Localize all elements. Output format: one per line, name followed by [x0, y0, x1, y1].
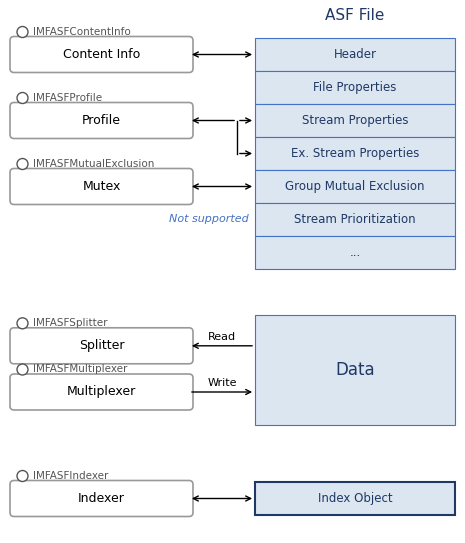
- Circle shape: [17, 364, 28, 375]
- Text: Header: Header: [333, 48, 377, 61]
- Text: ASF File: ASF File: [326, 8, 385, 22]
- Circle shape: [17, 470, 28, 482]
- FancyBboxPatch shape: [10, 374, 193, 410]
- Bar: [255, 137, 455, 170]
- Text: Multiplexer: Multiplexer: [67, 386, 136, 399]
- Text: File Properties: File Properties: [313, 81, 397, 94]
- Text: IMFASFMultiplexer: IMFASFMultiplexer: [33, 364, 127, 375]
- Text: Splitter: Splitter: [79, 339, 124, 352]
- Text: IMFASFContentInfo: IMFASFContentInfo: [33, 27, 131, 37]
- Bar: [255, 71, 455, 104]
- Text: Not supported: Not supported: [169, 214, 249, 224]
- Text: Indexer: Indexer: [78, 492, 125, 505]
- Bar: [255, 482, 455, 515]
- Text: Data: Data: [335, 361, 375, 379]
- Bar: [255, 170, 455, 203]
- FancyBboxPatch shape: [10, 103, 193, 138]
- FancyBboxPatch shape: [10, 168, 193, 205]
- Circle shape: [17, 27, 28, 37]
- Text: Ex. Stream Properties: Ex. Stream Properties: [291, 147, 419, 160]
- Bar: [255, 104, 455, 137]
- Circle shape: [17, 159, 28, 169]
- FancyBboxPatch shape: [10, 481, 193, 516]
- Text: Content Info: Content Info: [63, 48, 140, 61]
- Text: Read: Read: [208, 332, 236, 342]
- Text: Write: Write: [207, 378, 237, 388]
- Text: Mutex: Mutex: [82, 180, 121, 193]
- Text: Stream Properties: Stream Properties: [302, 114, 408, 127]
- FancyBboxPatch shape: [10, 36, 193, 73]
- Text: Profile: Profile: [82, 114, 121, 127]
- Text: Group Mutual Exclusion: Group Mutual Exclusion: [285, 180, 425, 193]
- Text: IMFASFProfile: IMFASFProfile: [33, 93, 102, 103]
- Text: IMFASFIndexer: IMFASFIndexer: [33, 471, 108, 481]
- FancyBboxPatch shape: [10, 328, 193, 364]
- Circle shape: [17, 92, 28, 104]
- Text: ...: ...: [349, 246, 361, 259]
- Text: Stream Prioritization: Stream Prioritization: [294, 213, 416, 226]
- Text: IMFASFSplitter: IMFASFSplitter: [33, 318, 107, 329]
- Circle shape: [17, 318, 28, 329]
- Text: Index Object: Index Object: [318, 492, 392, 505]
- Text: IMFASFMutualExclusion: IMFASFMutualExclusion: [33, 159, 154, 169]
- Bar: [255, 38, 455, 71]
- Bar: [255, 203, 455, 236]
- Bar: [255, 315, 455, 425]
- Bar: [255, 236, 455, 269]
